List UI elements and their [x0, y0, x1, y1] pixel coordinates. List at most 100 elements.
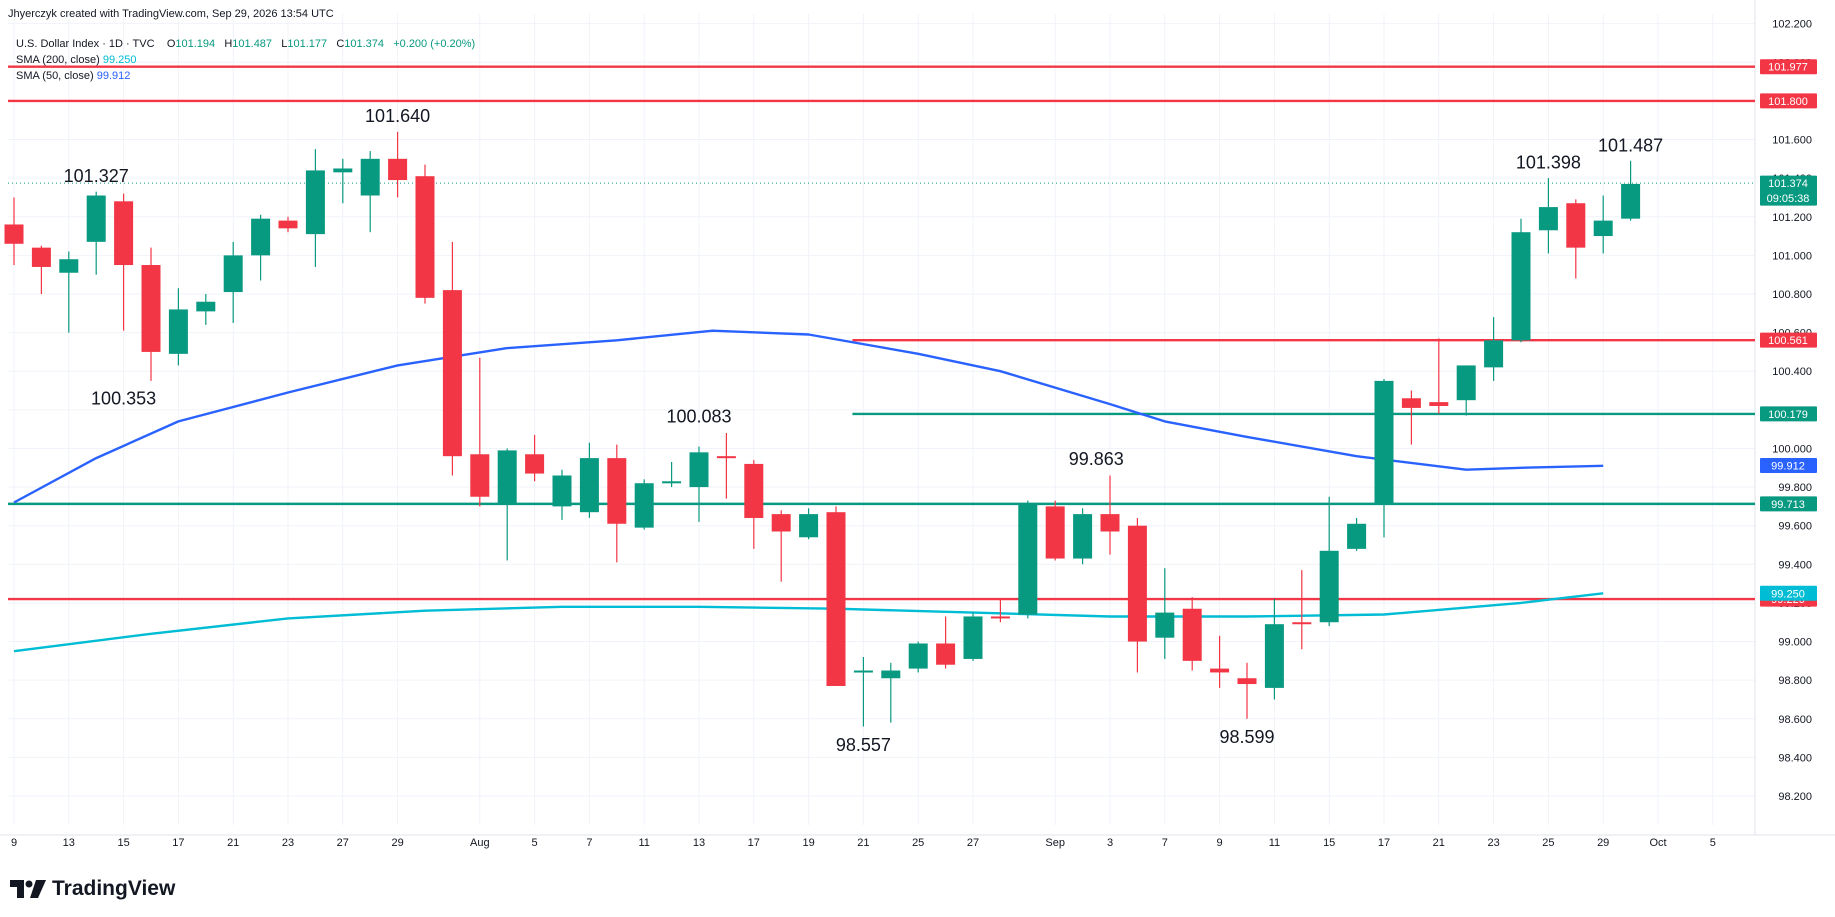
symbol-label[interactable]: U.S. Dollar Index · 1D · TVC: [16, 38, 155, 50]
price-annotation: 100.083: [666, 406, 731, 426]
y-tick-label: 98.400: [1778, 752, 1812, 764]
candle-body: [963, 616, 983, 659]
x-tick-label: 21: [1433, 837, 1445, 849]
candle-body: [1538, 207, 1558, 231]
tradingview-logo-icon: [10, 880, 46, 898]
candle-body: [1073, 514, 1093, 559]
x-tick-label: 23: [282, 837, 294, 849]
candle-body: [826, 512, 846, 686]
y-tick-label: 99.000: [1778, 637, 1812, 649]
x-tick-label: 25: [912, 837, 924, 849]
chart-grid: [0, 0, 1835, 836]
price-annotation: 98.599: [1219, 727, 1274, 747]
time-axis[interactable]: 9 13 15 17 21 23 27 29 Aug 5 7 11 13 17 19 21 25 27 Sep 3 7 9…: [11, 837, 1716, 849]
sma200-legend-row[interactable]: SMA (200, close) 99.250: [16, 52, 475, 68]
candle-body: [1210, 668, 1230, 673]
candle-body: [1127, 525, 1147, 642]
x-tick-label: 11: [1269, 837, 1280, 849]
x-tick-label: 13: [693, 837, 705, 849]
candle-body: [1155, 612, 1175, 638]
candle-body: [1237, 678, 1257, 685]
high-value: 101.487: [232, 38, 273, 50]
candle-body: [59, 259, 79, 273]
candle-body: [1511, 232, 1531, 341]
candle-body: [1621, 183, 1641, 219]
candle-body: [278, 220, 298, 229]
candle-body: [936, 643, 956, 665]
close-value: 101.374: [344, 38, 385, 50]
y-tick-label: 99.400: [1778, 559, 1812, 571]
chart-credit: Jhyerczyk created with TradingView.com, …: [8, 8, 334, 20]
candle-body: [86, 195, 106, 242]
candle-body: [114, 201, 134, 266]
candle-body: [1484, 340, 1504, 368]
x-tick-label: 9: [11, 837, 17, 849]
sma200-badge: [1760, 585, 1817, 601]
candle-body: [442, 290, 462, 457]
candle-body: [223, 255, 243, 293]
close-label: C: [336, 38, 345, 50]
candle-body: [4, 224, 24, 244]
candle-body: [415, 176, 435, 298]
x-tick-label: 9: [1217, 837, 1223, 849]
x-tick-label: 17: [1378, 837, 1390, 849]
level-badge-label: 99.713: [1771, 499, 1805, 511]
candle-body: [990, 616, 1010, 619]
candle-body: [388, 158, 408, 181]
price-annotation: 100.353: [91, 388, 156, 408]
x-tick-label: 23: [1487, 837, 1499, 849]
sma50-value: 99.912: [96, 70, 131, 82]
horizontal-levels: [8, 65, 1755, 601]
chart-legend: U.S. Dollar Index · 1D · TVC O101.194 H1…: [16, 36, 475, 84]
candle-body: [1566, 203, 1586, 248]
candle-body: [771, 514, 791, 532]
price-axis[interactable]: 98.20098.40098.60098.80099.00099.20099.4…: [1760, 19, 1817, 803]
level-badge-label: 100.179: [1768, 409, 1808, 421]
last-price-badge: [1760, 175, 1817, 206]
low-value: 101.177: [287, 38, 328, 50]
ohlc-row: U.S. Dollar Index · 1D · TVC O101.194 H1…: [16, 36, 475, 52]
candle-body: [1182, 608, 1202, 661]
y-tick-label: 98.800: [1778, 675, 1812, 687]
sma50-label: SMA (50, close): [16, 70, 94, 82]
candle-body: [497, 450, 517, 505]
price-annotation: 101.327: [64, 166, 129, 186]
last-price-badge-label: 101.374: [1768, 178, 1808, 190]
sma200-badge-label: 99.250: [1771, 588, 1805, 600]
candle-body: [305, 170, 325, 235]
x-tick-label: 29: [1597, 837, 1609, 849]
candle-body: [634, 483, 654, 528]
x-tick-label: 21: [857, 837, 869, 849]
candle-body: [1018, 504, 1038, 615]
y-tick-label: 99.800: [1778, 482, 1812, 494]
sma50-legend-row[interactable]: SMA (50, close) 99.912: [16, 68, 475, 84]
candle-body: [716, 456, 736, 459]
open-value: 101.194: [175, 38, 216, 50]
candle-body: [196, 301, 216, 312]
y-tick-label: 100.800: [1772, 289, 1812, 301]
y-tick-label: 101.200: [1772, 212, 1812, 224]
x-tick-label: 11: [638, 837, 649, 849]
level-badge-label: 101.800: [1768, 96, 1808, 108]
level-badge-label: 100.561: [1768, 335, 1808, 347]
candle-body: [607, 458, 627, 524]
candle-body: [470, 454, 490, 497]
x-tick-label: 17: [748, 837, 760, 849]
x-tick-label: Sep: [1045, 837, 1065, 849]
y-tick-label: 101.600: [1772, 135, 1812, 147]
candle-body: [744, 463, 764, 518]
candle-body: [689, 452, 709, 488]
candle-body: [1264, 624, 1284, 688]
sma50-badge: [1760, 457, 1817, 473]
level-badge-label: 101.977: [1768, 62, 1808, 74]
high-label: H: [224, 38, 233, 50]
candle-body: [360, 158, 380, 196]
tradingview-brand[interactable]: TradingView: [10, 877, 175, 901]
y-tick-label: 100.000: [1772, 443, 1812, 455]
candle-body: [525, 454, 545, 474]
candles: [4, 131, 1641, 727]
level-badge: [1760, 59, 1817, 75]
candle-body: [881, 670, 901, 679]
x-tick-label: 21: [227, 837, 239, 849]
